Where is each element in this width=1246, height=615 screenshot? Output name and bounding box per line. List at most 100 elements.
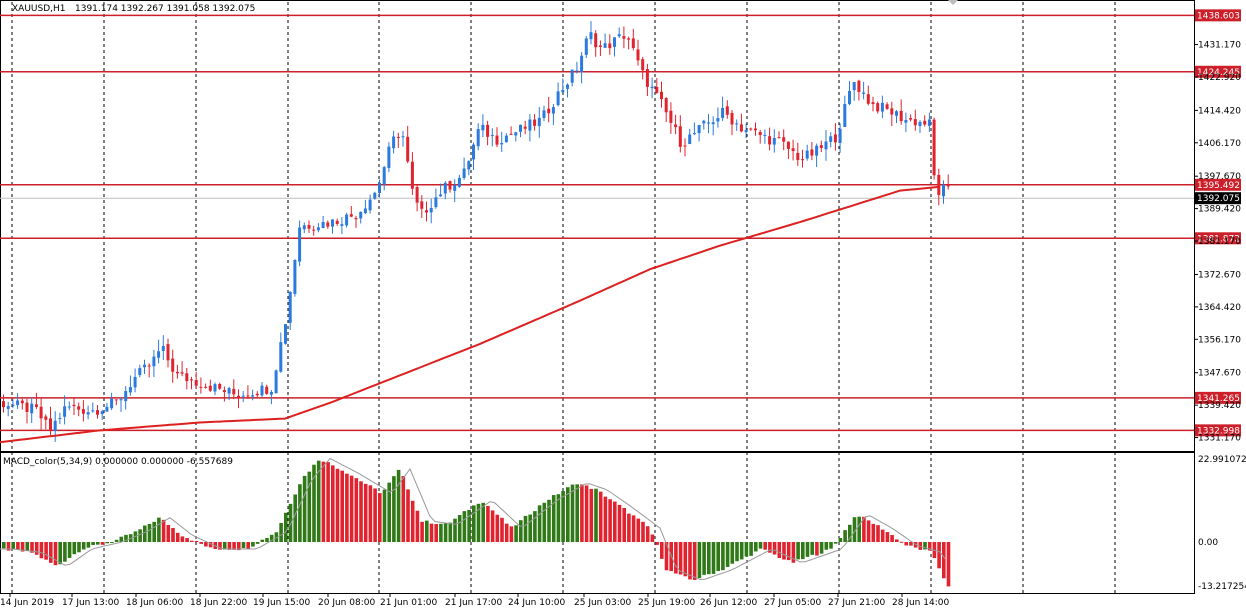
macd-bar-39 (185, 538, 189, 542)
candle-body-82 (387, 146, 391, 168)
candle-body-105 (495, 135, 499, 145)
macd-bar-125 (589, 488, 594, 542)
macd-bar-59 (279, 522, 283, 542)
macd-bar-135 (636, 518, 641, 542)
macd-bar-153 (721, 542, 725, 571)
macd-bar-67 (316, 460, 321, 542)
candle-body-162 (763, 134, 767, 136)
candle-body-194 (913, 119, 917, 126)
candle-body-130 (613, 37, 616, 47)
candle-body-199 (937, 174, 941, 195)
candle-body-165 (777, 137, 781, 139)
candle-body-183 (862, 92, 866, 94)
macd-bar-196 (923, 542, 927, 550)
macd-axis-zero: 0.00 (1198, 538, 1218, 548)
candle-body-182 (857, 80, 861, 92)
candle-body-43 (204, 386, 208, 388)
macd-bar-66 (312, 464, 316, 542)
macd-bar-95 (448, 522, 453, 542)
macd-bar-186 (876, 525, 880, 542)
candle-body-45 (213, 384, 217, 392)
macd-bar-13 (63, 542, 67, 562)
macd-bar-109 (514, 525, 518, 542)
macd-bar-116 (547, 499, 551, 542)
macd-bar-139 (655, 542, 659, 545)
macd-bar-179 (843, 530, 847, 542)
candle-body-116 (547, 108, 551, 114)
macd-bar-162 (763, 542, 767, 550)
macd-bar-147 (692, 542, 697, 580)
candle-body-127 (598, 45, 602, 47)
candle-body-85 (401, 136, 405, 138)
current-price-value: 1392.075 (1197, 194, 1240, 204)
macd-bar-21 (100, 542, 105, 545)
candle-body-72 (340, 224, 344, 226)
candle-body-13 (63, 406, 67, 417)
macd-bar-111 (523, 515, 528, 542)
candle-body-27 (128, 387, 132, 393)
macd-bar-107 (504, 523, 509, 542)
macd-bar-46 (218, 542, 222, 550)
chart-scroll-icon[interactable] (948, 0, 958, 5)
candle-body-164 (772, 138, 776, 145)
candle-body-180 (848, 90, 851, 105)
candle-body-5 (25, 402, 29, 412)
candle-body-42 (199, 386, 203, 388)
macd-bar-132 (622, 507, 626, 542)
candle-body-76 (359, 211, 363, 219)
macd-bar-121 (570, 484, 575, 542)
macd-bar-47 (222, 542, 227, 550)
candle-body-26 (124, 391, 128, 402)
macd-bar-175 (824, 542, 829, 550)
macd-bar-117 (551, 495, 556, 542)
macd-bar-60 (284, 512, 288, 542)
macd-histogram (0, 457, 951, 587)
macd-bar-54 (255, 542, 260, 544)
time-label-12: 27 Jun 05:00 (764, 598, 821, 608)
level-tag-3 (1195, 232, 1241, 245)
macd-bar-34 (161, 519, 166, 542)
candle-body-148 (697, 125, 701, 134)
macd-bar-106 (500, 517, 504, 542)
macd-bar-134 (631, 515, 636, 542)
macd-bar-130 (613, 501, 617, 542)
level-value-1: 1424.245 (1197, 68, 1240, 78)
current-price-tag (1195, 192, 1241, 205)
candle-body-173 (815, 145, 819, 156)
macd-bar-141 (664, 542, 669, 571)
candle-body-44 (208, 385, 212, 391)
macd-bar-155 (730, 542, 735, 564)
candle-body-190 (895, 111, 898, 116)
macd-bar-91 (429, 523, 434, 542)
candle-body-195 (918, 121, 922, 127)
macd-bar-181 (852, 517, 857, 542)
macd-bar-166 (782, 542, 786, 560)
candle-body-171 (805, 150, 809, 159)
level-value-2: 1395.492 (1197, 181, 1240, 191)
candle-body-129 (608, 43, 612, 49)
candle-body-98 (462, 168, 466, 178)
candle-body-143 (674, 124, 678, 128)
macd-bar-26 (124, 534, 128, 542)
candle-body-140 (660, 91, 663, 100)
macd-bar-62 (293, 494, 297, 542)
candle-body-74 (349, 214, 353, 217)
macd-bar-5 (25, 542, 30, 551)
macd-bar-145 (683, 542, 688, 577)
price-label-0: 1431.170 (1198, 41, 1241, 51)
macd-bar-156 (735, 542, 739, 562)
macd-bar-168 (791, 542, 796, 563)
candle-body-20 (96, 410, 99, 415)
candle-body-0 (2, 401, 5, 408)
price-label-9: 1356.170 (1198, 335, 1241, 345)
macd-bar-171 (805, 542, 810, 557)
macd-bar-72 (340, 470, 344, 542)
candle-body-53 (251, 395, 255, 397)
macd-bar-169 (796, 542, 800, 560)
macd-bar-144 (678, 542, 683, 575)
candle-body-104 (490, 134, 494, 136)
candle-body-155 (730, 113, 734, 125)
candle-body-169 (796, 152, 800, 161)
